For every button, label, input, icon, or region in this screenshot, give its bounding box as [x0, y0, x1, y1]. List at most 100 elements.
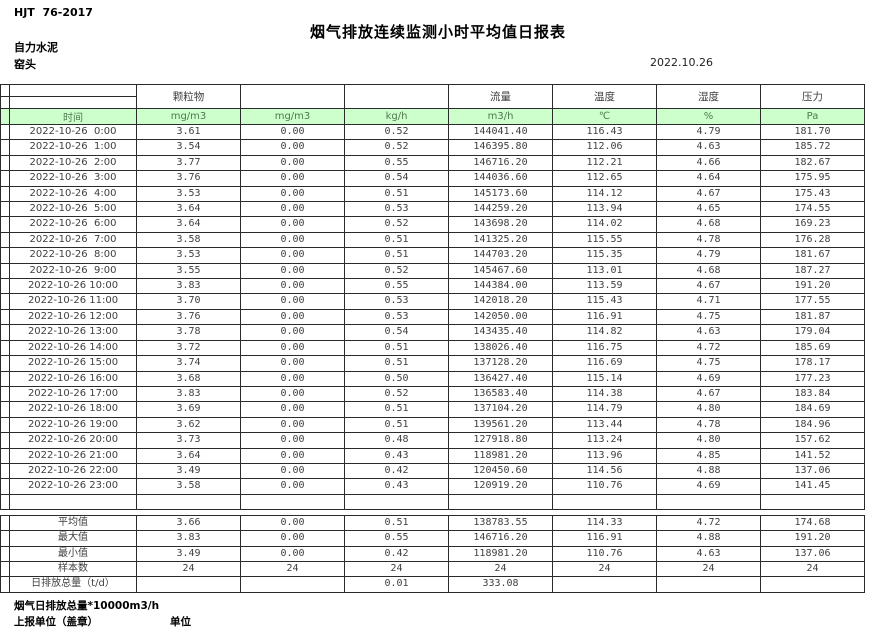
left-edge-sliver	[0, 96, 10, 109]
value-cell: 4.67	[656, 278, 761, 295]
company-name: 自力水泥	[14, 41, 58, 54]
value-cell: 3.61	[136, 123, 241, 141]
value-cell: 3.69	[136, 401, 241, 418]
unit-cell-percent: %	[656, 108, 761, 125]
value-cell: 113.01	[552, 262, 657, 280]
left-edge-sliver	[0, 231, 10, 249]
value-cell: 179.04	[760, 324, 865, 341]
left-edge-sliver	[0, 108, 10, 125]
left-edge-sliver	[0, 324, 10, 341]
value-cell: 0.52	[344, 262, 449, 280]
column-header-blank-2	[344, 84, 449, 109]
value-cell: 141.52	[760, 447, 865, 464]
value-cell: 0.43	[344, 478, 449, 495]
hourly-data-row: 2022-10-26 16:00 3.68 0.00 0.50 136427.40 115…	[0, 370, 865, 387]
value-cell: 4.65	[656, 201, 761, 218]
row-label-cell: 最小值	[9, 545, 137, 562]
value-cell: 0.51	[344, 231, 449, 249]
value-cell: 0.00	[240, 385, 345, 403]
value-cell: 3.68	[136, 370, 241, 387]
unit-cell-celsius: ℃	[552, 108, 657, 125]
value-cell: 0.55	[344, 278, 449, 295]
unit-header-row: 时间 mg/m3 mg/m3 kg/h m3/h ℃ % Pa	[0, 108, 865, 125]
value-cell: 0.00	[240, 308, 345, 326]
left-edge-sliver	[0, 201, 10, 218]
value-cell: 3.64	[136, 447, 241, 464]
value-cell: 114.79	[552, 401, 657, 418]
empty-cell	[552, 493, 657, 510]
row-label-cell: 2022-10-26 19:00	[9, 416, 137, 434]
row-label-cell: 2022-10-26 10:00	[9, 278, 137, 295]
value-cell: 4.72	[656, 514, 761, 532]
value-cell: 4.79	[656, 123, 761, 141]
value-cell: 0.52	[344, 385, 449, 403]
value-cell: 0.51	[344, 401, 449, 418]
value-cell: 116.75	[552, 339, 657, 357]
value-cell: 146395.80	[448, 139, 553, 156]
value-cell: 24	[448, 560, 553, 578]
hourly-data-row: 2022-10-26 13:00 3.78 0.00 0.54 143435.40 114…	[0, 324, 865, 341]
left-edge-sliver	[0, 139, 10, 156]
value-cell: 136583.40	[448, 385, 553, 403]
value-cell: 0.00	[240, 139, 345, 156]
value-cell	[552, 576, 657, 593]
value-cell: 0.54	[344, 324, 449, 341]
value-cell	[136, 576, 241, 593]
value-cell: 4.63	[656, 324, 761, 341]
column-header-blank-1	[240, 84, 345, 109]
value-cell: 0.00	[240, 530, 345, 547]
value-cell: 0.53	[344, 201, 449, 218]
value-cell: 4.75	[656, 308, 761, 326]
value-cell: 0.00	[240, 262, 345, 280]
value-cell: 3.66	[136, 514, 241, 532]
value-cell: 4.69	[656, 370, 761, 387]
row-label-cell: 2022-10-26 17:00	[9, 385, 137, 403]
value-cell: 3.55	[136, 262, 241, 280]
value-cell: 4.78	[656, 416, 761, 434]
left-edge-sliver	[0, 560, 10, 578]
hourly-data-row: 2022-10-26 21:00 3.64 0.00 0.43 118981.20 113…	[0, 447, 865, 464]
value-cell: 0.42	[344, 462, 449, 480]
value-cell: 114.82	[552, 324, 657, 341]
left-edge-sliver	[0, 185, 10, 203]
value-cell: 178.17	[760, 355, 865, 372]
hourly-data-row: 2022-10-26 10:00 3.83 0.00 0.55 144384.00 113…	[0, 278, 865, 295]
value-cell: 0.00	[240, 247, 345, 264]
left-edge-sliver	[0, 447, 10, 464]
hourly-data-row: 2022-10-26 2:00 3.77 0.00 0.55 146716.20 112.…	[0, 154, 865, 172]
hourly-data-row: 2022-10-26 14:00 3.72 0.00 0.51 138026.40 116…	[0, 339, 865, 357]
hourly-data-row: 2022-10-26 8:00 3.53 0.00 0.51 144703.20 115.…	[0, 247, 865, 264]
value-cell: 143698.20	[448, 216, 553, 233]
value-cell: 115.43	[552, 293, 657, 310]
value-cell: 144041.40	[448, 123, 553, 141]
value-cell: 3.72	[136, 339, 241, 357]
value-cell: 115.35	[552, 247, 657, 264]
value-cell: 146716.20	[448, 154, 553, 172]
value-cell: 185.72	[760, 139, 865, 156]
hourly-data-row: 2022-10-26 17:00 3.83 0.00 0.52 136583.40 114…	[0, 385, 865, 403]
value-cell: 3.83	[136, 385, 241, 403]
value-cell: 4.63	[656, 139, 761, 156]
value-cell: 4.63	[656, 545, 761, 562]
value-cell: 127918.80	[448, 432, 553, 449]
left-edge-sliver	[0, 278, 10, 295]
value-cell: 138783.55	[448, 514, 553, 532]
standard-code: HJT 76-2017	[14, 6, 93, 19]
hourly-data-row: 2022-10-26 1:00 3.54 0.00 0.52 146395.80 112.…	[0, 139, 865, 156]
value-cell: 175.43	[760, 185, 865, 203]
row-label-cell: 2022-10-26 20:00	[9, 432, 137, 449]
hourly-data-row: 2022-10-26 3:00 3.76 0.00 0.54 144036.60 112.…	[0, 170, 865, 187]
value-cell: 138026.40	[448, 339, 553, 357]
value-cell	[240, 576, 345, 593]
unit-cell-kg-h: kg/h	[344, 108, 449, 125]
value-cell: 112.65	[552, 170, 657, 187]
left-edge-sliver	[0, 401, 10, 418]
hourly-data-row: 2022-10-26 11:00 3.70 0.00 0.53 142018.20 115…	[0, 293, 865, 310]
separator-section	[0, 493, 865, 515]
value-cell: 4.75	[656, 355, 761, 372]
value-cell: 136427.40	[448, 370, 553, 387]
group-header-row: 颗粒物 流量 温度 湿度 压力	[0, 84, 865, 109]
row-label-cell: 2022-10-26 2:00	[9, 154, 137, 172]
summary-row: 最小值 3.49 0.00 0.42 118981.20 110.76 4.63 137.06	[0, 545, 865, 562]
value-cell: 3.70	[136, 293, 241, 310]
